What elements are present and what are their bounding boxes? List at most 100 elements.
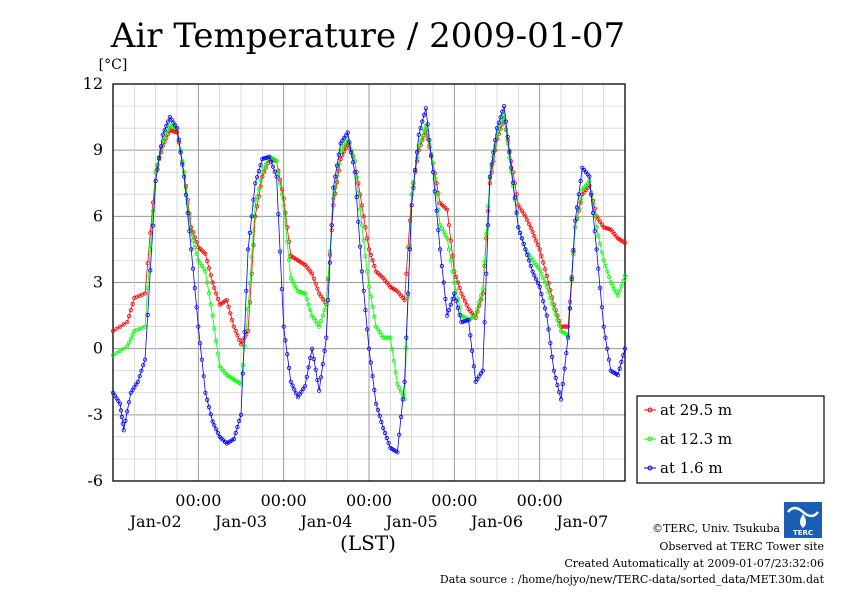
footer-observed: Observed at TERC Tower site	[659, 540, 824, 553]
data-point	[309, 346, 315, 351]
data-point	[493, 138, 498, 143]
data-point	[114, 350, 119, 356]
x-time-tick-label: 00:00	[517, 491, 563, 510]
data-point	[247, 230, 252, 235]
series-at-29-5-m	[110, 117, 628, 347]
data-point	[530, 229, 535, 234]
data-point	[301, 290, 306, 296]
data-point	[187, 229, 192, 234]
data-point	[205, 258, 210, 264]
data-point	[208, 302, 213, 307]
data-point	[116, 398, 121, 404]
data-point	[215, 296, 220, 302]
data-point	[365, 327, 370, 332]
data-point	[288, 379, 293, 384]
data-point	[601, 258, 606, 263]
data-point	[302, 384, 308, 389]
data-point	[388, 335, 393, 340]
y-tick-label: -6	[87, 471, 103, 490]
data-point	[409, 192, 414, 197]
data-point	[482, 320, 487, 325]
data-point	[283, 210, 288, 216]
data-point	[478, 293, 484, 298]
data-point	[594, 247, 599, 252]
data-point	[551, 306, 557, 312]
data-point	[491, 150, 496, 155]
data-point	[393, 370, 398, 375]
data-point	[286, 257, 292, 262]
x-axis-label: (LST)	[340, 531, 396, 555]
data-point	[244, 288, 249, 293]
data-point	[446, 223, 452, 228]
data-point	[345, 137, 350, 142]
data-point	[459, 291, 464, 296]
chart-title: Air Temperature / 2009-01-07	[110, 16, 625, 56]
data-point	[183, 185, 188, 190]
data-point	[462, 318, 468, 324]
data-point	[118, 401, 123, 406]
data-point	[429, 154, 434, 159]
data-point	[505, 134, 510, 139]
data-point	[542, 280, 548, 285]
data-point	[279, 286, 284, 292]
x-time-tick-label: 00:00	[261, 491, 307, 510]
data-point	[246, 247, 251, 252]
data-point	[125, 344, 130, 349]
data-point	[621, 278, 626, 283]
data-point	[212, 326, 217, 331]
data-point	[285, 239, 290, 244]
data-point	[329, 223, 334, 228]
data-point	[516, 203, 521, 208]
data-point	[421, 128, 427, 133]
data-point	[368, 360, 373, 365]
data-point	[155, 162, 160, 167]
data-point	[331, 185, 336, 190]
data-point	[317, 291, 322, 296]
data-point	[185, 201, 190, 206]
data-point	[118, 348, 123, 353]
data-point	[347, 140, 352, 145]
data-point	[621, 353, 626, 358]
data-point	[436, 228, 441, 233]
data-point	[608, 280, 613, 285]
data-point	[601, 324, 606, 329]
data-point	[439, 226, 444, 231]
data-point	[516, 225, 521, 230]
data-point	[437, 223, 443, 228]
data-point	[432, 176, 437, 181]
data-point	[434, 181, 439, 186]
data-point	[517, 230, 523, 235]
data-point	[359, 269, 364, 274]
data-point	[548, 295, 553, 300]
data-point	[565, 335, 571, 340]
data-point	[557, 390, 562, 395]
x-date-tick-label: Jan-04	[298, 512, 352, 531]
data-point	[427, 138, 432, 143]
data-point	[622, 273, 628, 278]
data-point	[260, 156, 265, 162]
data-point	[398, 389, 404, 394]
data-point	[357, 244, 363, 249]
data-point	[526, 258, 532, 263]
data-point	[386, 335, 391, 340]
data-point	[148, 230, 153, 235]
data-point	[254, 175, 260, 180]
data-point	[201, 374, 206, 379]
data-point	[361, 238, 366, 243]
data-point	[395, 450, 400, 455]
data-point	[293, 391, 299, 396]
data-point	[489, 162, 494, 167]
data-point	[206, 266, 212, 271]
data-point	[359, 223, 364, 228]
data-point	[118, 408, 124, 413]
data-point	[308, 355, 313, 361]
data-point	[240, 371, 245, 376]
data-point	[349, 150, 354, 155]
data-point	[491, 159, 496, 164]
series-line	[112, 117, 626, 346]
data-point	[253, 181, 258, 186]
data-point	[180, 162, 185, 167]
data-point	[485, 204, 491, 209]
data-point	[345, 130, 350, 135]
data-point	[176, 138, 181, 143]
